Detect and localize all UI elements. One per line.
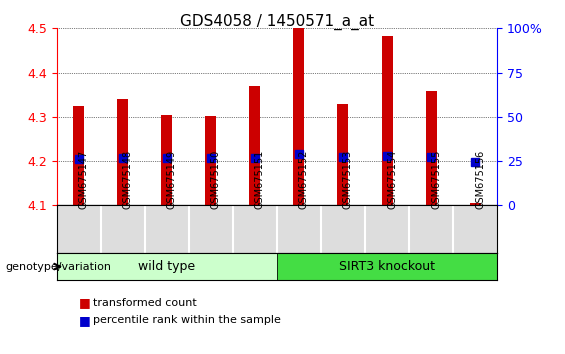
- Text: GSM675155: GSM675155: [431, 150, 441, 209]
- Text: GSM675154: GSM675154: [387, 150, 397, 209]
- Bar: [73, 106, 84, 205]
- Text: percentile rank within the sample: percentile rank within the sample: [93, 315, 281, 325]
- Bar: [117, 99, 128, 205]
- Bar: [381, 36, 393, 205]
- Bar: [337, 104, 349, 205]
- Bar: [425, 91, 437, 205]
- FancyBboxPatch shape: [56, 253, 277, 280]
- Text: GSM675153: GSM675153: [343, 150, 353, 209]
- Text: ■: ■: [79, 296, 91, 309]
- Text: SIRT3 knockout: SIRT3 knockout: [339, 260, 435, 273]
- Text: GDS4058 / 1450571_a_at: GDS4058 / 1450571_a_at: [180, 14, 374, 30]
- Text: GSM675149: GSM675149: [167, 150, 177, 209]
- Bar: [470, 203, 481, 205]
- Text: GSM675150: GSM675150: [211, 150, 221, 209]
- Bar: [205, 116, 216, 205]
- Text: GSM675156: GSM675156: [475, 150, 485, 209]
- Bar: [249, 86, 260, 205]
- Text: GSM675147: GSM675147: [79, 150, 89, 209]
- Bar: [293, 28, 305, 205]
- FancyBboxPatch shape: [277, 253, 497, 280]
- Bar: [161, 115, 172, 205]
- Text: genotype/variation: genotype/variation: [6, 262, 112, 272]
- Text: transformed count: transformed count: [93, 298, 197, 308]
- Text: GSM675152: GSM675152: [299, 150, 309, 209]
- Text: GSM675148: GSM675148: [123, 150, 133, 209]
- Text: GSM675151: GSM675151: [255, 150, 265, 209]
- Text: wild type: wild type: [138, 260, 195, 273]
- Text: ■: ■: [79, 314, 91, 327]
